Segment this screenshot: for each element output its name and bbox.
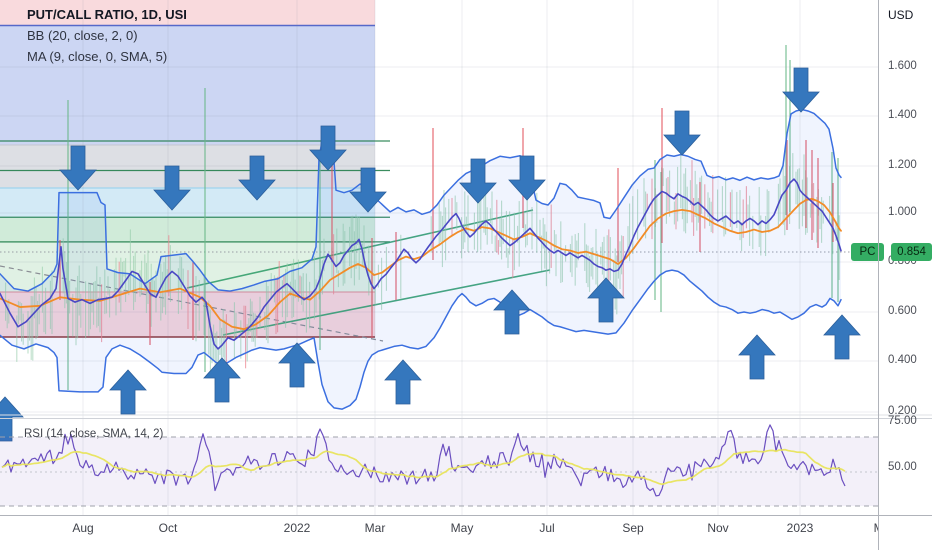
price-tick-label: 1.000 [888, 206, 917, 218]
rsi-panel[interactable] [0, 424, 878, 507]
up-arrow[interactable] [384, 359, 422, 405]
ma-indicator-label[interactable]: MA (9, close, 0, SMA, 5) [27, 49, 168, 64]
up-arrow[interactable] [493, 289, 531, 335]
plot-area[interactable] [0, 0, 878, 515]
down-arrow[interactable] [238, 155, 276, 201]
price-tick-label: 0.400 [888, 354, 917, 366]
bb-upper-line[interactable] [0, 108, 842, 292]
price-tick-label: 1.600 [888, 60, 917, 72]
time-axis[interactable]: Aug Oct 2022 Mar May Jul Sep Nov 2023 Mar [0, 515, 932, 550]
time-tick-label: Oct [158, 521, 178, 535]
down-arrow[interactable] [349, 167, 387, 213]
price-tick-label: 0.200 [888, 405, 917, 417]
down-arrow[interactable] [782, 67, 820, 113]
up-arrow[interactable] [203, 357, 241, 403]
badge-symbol: PC [851, 243, 884, 261]
time-tick-label: 2023 [786, 521, 814, 535]
down-arrow[interactable] [508, 155, 546, 201]
rsi-indicator-label[interactable]: RSI (14, close, SMA, 14, 2) [24, 428, 164, 440]
trendline[interactable] [186, 209, 534, 289]
up-arrow[interactable] [738, 334, 776, 380]
time-tick-label: Jul [539, 521, 555, 535]
symbol-title[interactable]: PUT/CALL RATIO, 1D, USI [27, 7, 187, 22]
axis-separator-horizontal [0, 515, 932, 516]
bb-indicator-label[interactable]: BB (20, close, 2, 0) [27, 28, 138, 43]
badge-value: 0.854 [891, 243, 932, 261]
time-axis-labels: Aug Oct 2022 Mar May Jul Sep Nov 2023 Mar [0, 515, 878, 550]
time-tick-label: Aug [72, 521, 94, 535]
down-arrow[interactable] [309, 125, 347, 171]
time-tick-label: Nov [707, 521, 729, 535]
down-arrow[interactable] [153, 165, 191, 211]
price-tick-label: 1.200 [888, 159, 917, 171]
down-arrow[interactable] [663, 110, 701, 156]
up-arrow[interactable] [587, 277, 625, 323]
down-arrow[interactable] [59, 145, 97, 191]
time-tick-label: Mar [364, 521, 386, 535]
time-tick-label: 2022 [283, 521, 311, 535]
rsi-ma-line[interactable] [1, 448, 846, 486]
down-arrow[interactable] [459, 158, 497, 204]
price-zone [0, 25, 375, 145]
price-tick-label: 75.00 [888, 415, 917, 427]
price-line[interactable] [0, 178, 842, 350]
price-tick-label: 0.600 [888, 305, 917, 317]
arrow-annotations[interactable] [0, 67, 861, 442]
ma-line[interactable] [0, 197, 842, 331]
axis-separator-vertical [878, 0, 879, 550]
price-zone [0, 218, 375, 243]
up-arrow[interactable] [109, 369, 147, 415]
axis-currency-label: USD [888, 8, 914, 22]
legend[interactable]: PUT/CALL RATIO, 1D, USI BB (20, close, 2… [27, 4, 187, 67]
last-price-badge: PC 0.854 [851, 243, 932, 261]
bb-lower-line[interactable] [0, 269, 842, 410]
time-tick-label: Sep [622, 521, 644, 535]
time-tick-label: May [450, 521, 474, 535]
price-tick-label: 1.400 [888, 109, 917, 121]
price-zone [0, 0, 375, 26]
up-arrow[interactable] [278, 342, 316, 388]
rsi-line[interactable] [1, 424, 846, 497]
price-tick-label: 50.00 [888, 461, 917, 473]
up-arrow[interactable] [823, 314, 861, 360]
time-tick-label: Mar [874, 521, 878, 535]
